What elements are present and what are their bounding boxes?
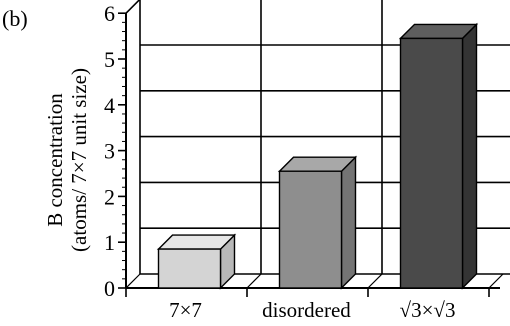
x-category-label: 7×7 [169, 298, 202, 322]
bars [156, 22, 479, 290]
y-axis-label-line-1: B concentration [43, 93, 67, 227]
y-tick-label: 3 [104, 139, 115, 164]
panel-label: (b) [2, 6, 28, 31]
y-axis-label: B concentration (atoms/ 7×7 unit size) [43, 68, 91, 252]
y-axis-label-line-2: (atoms/ 7×7 unit size) [67, 68, 91, 252]
y-tick-labels: 0 1 2 3 4 5 6 [104, 1, 115, 301]
x-category-label: disordered [262, 298, 351, 322]
y-tick-label: 6 [104, 1, 115, 26]
y-axis-top-edge [125, 0, 141, 14]
bar-side [461, 22, 478, 290]
bar [277, 155, 358, 290]
y-tick-label: 0 [104, 276, 115, 301]
y-tick-label: 5 [104, 47, 115, 72]
grid [139, 0, 510, 275]
bar [398, 22, 479, 290]
bar-top [277, 156, 358, 172]
y-tick-label: 2 [104, 184, 115, 209]
bar-side [340, 155, 357, 290]
y-tick-label: 1 [104, 230, 115, 255]
floor-edge [488, 273, 504, 289]
floor-edge [125, 273, 141, 289]
bar-front [157, 248, 222, 289]
y-tick-label: 4 [104, 93, 115, 118]
x-category-label: √3×√3 [400, 298, 456, 322]
bar-top [156, 234, 237, 250]
floor-edge [367, 273, 383, 289]
floor-edge [246, 273, 262, 289]
bar-top [398, 23, 479, 40]
bar-front [399, 37, 464, 289]
bar-front [278, 170, 343, 289]
x-category-labels: 7×7 disordered √3×√3 [169, 298, 455, 322]
bar [156, 233, 237, 290]
